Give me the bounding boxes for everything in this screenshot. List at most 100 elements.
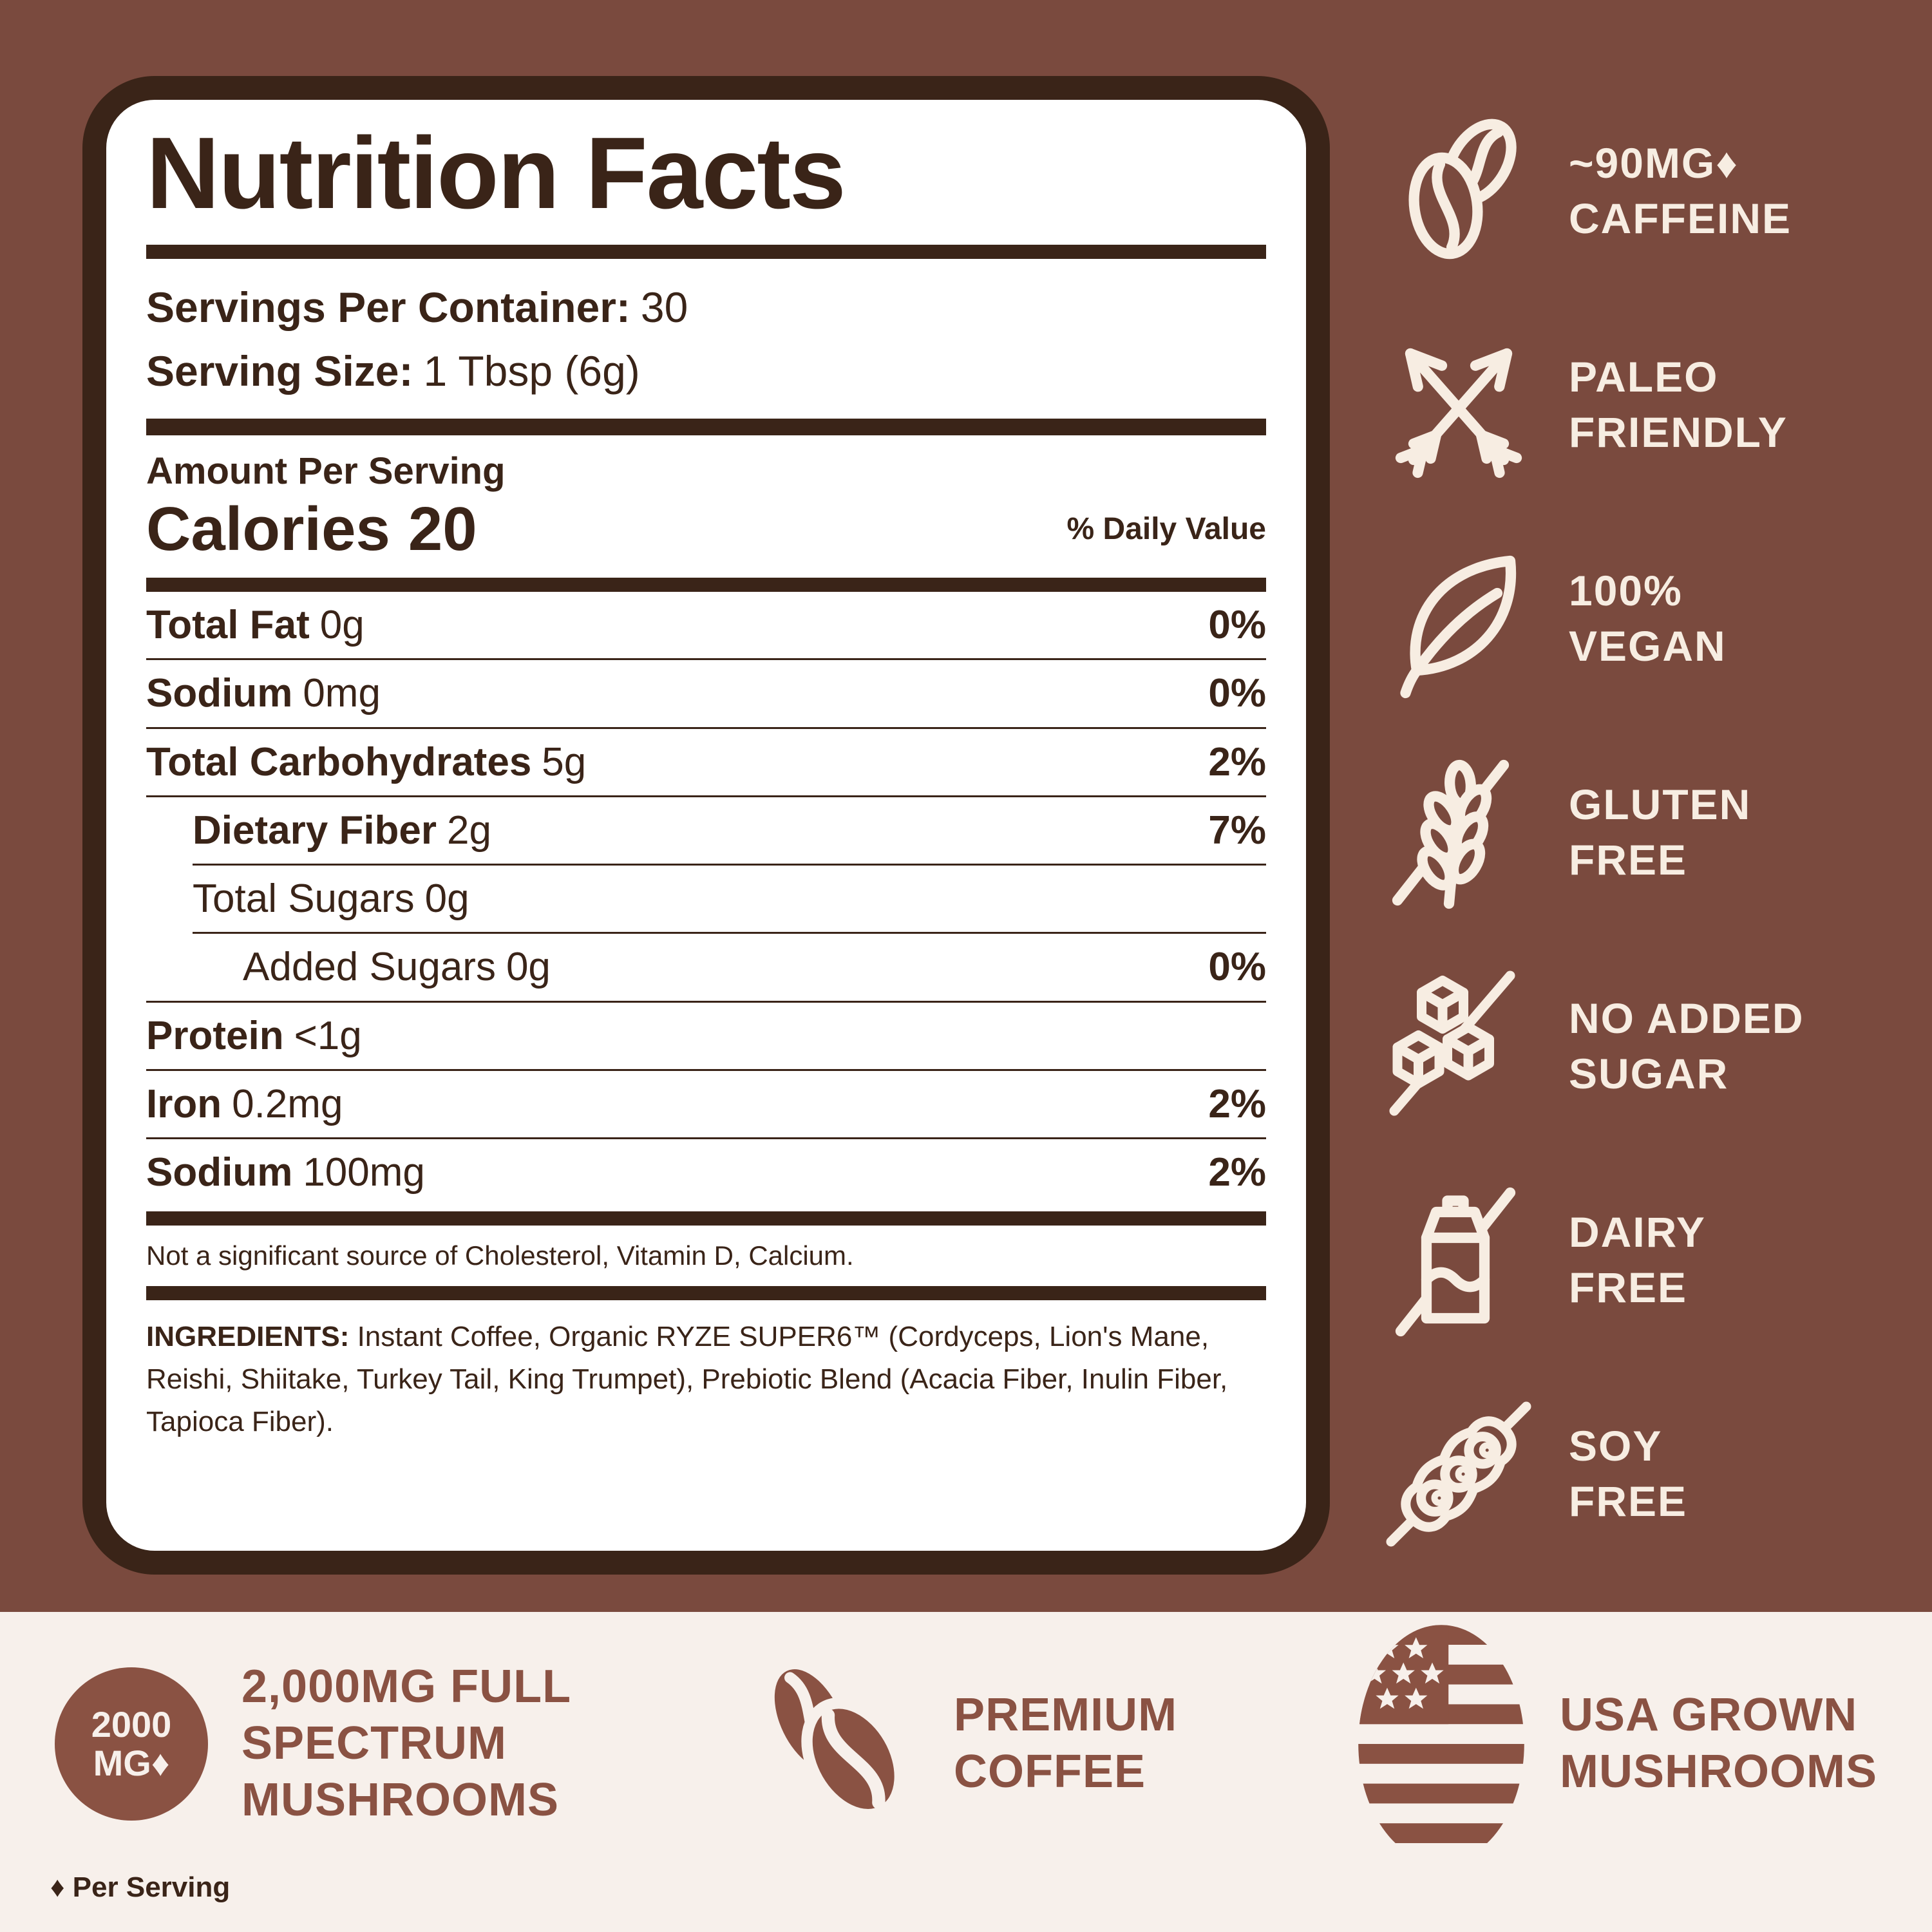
nutrient-row-iron: Iron 0.2mg 2% [146, 1071, 1266, 1140]
benefit-line: NO ADDED [1569, 994, 1804, 1043]
nutrient-row-protein: Protein <1g [146, 1003, 1266, 1072]
nutrient-amount: <1g [294, 1013, 362, 1058]
crossed-arrows-icon [1395, 348, 1522, 478]
badge-line: SPECTRUM [242, 1718, 507, 1770]
milk-carton-slash-icon [1395, 1187, 1516, 1337]
nutrient-amount: 5g [542, 739, 587, 784]
nutrient-row-sodium-2: Sodium 100mg 2% [146, 1139, 1266, 1206]
nutrient-amount: 2g [447, 808, 491, 853]
benefit-soy-free: SOY FREE [1378, 1394, 1932, 1555]
divider-bar [146, 1211, 1266, 1226]
nutrient-name: Sodium [146, 1150, 293, 1195]
calories-row: Calories 20 % Daily Value [146, 494, 1266, 565]
badge-line: USA GROWN [1559, 1689, 1858, 1741]
benefit-line: SUGAR [1569, 1050, 1729, 1097]
benefit-line: ~90MG♦ [1569, 139, 1739, 187]
usa-flag-icon [1358, 1625, 1524, 1863]
coffee-beans-icon [1408, 118, 1517, 260]
nutrient-daily-value: 0% [1208, 945, 1266, 990]
ingredients-paragraph: INGREDIENTS: Instant Coffee, Organic RYZ… [146, 1316, 1266, 1443]
nutrient-daily-value: 2% [1208, 1150, 1266, 1195]
leaf-icon [1400, 555, 1517, 699]
per-serving-footnote: ♦ Per Serving [50, 1871, 231, 1903]
badge-line: 2,000MG FULL [242, 1661, 572, 1713]
badge-line: COFFEE [954, 1746, 1146, 1797]
divider-bar [146, 577, 1266, 592]
serving-size-value: 1 Tbsp (6g) [423, 346, 640, 395]
nutrient-name: Dietary Fiber [193, 808, 437, 853]
servings-per-container-value: 30 [640, 283, 688, 331]
nutrient-daily-value: 2% [1208, 1082, 1266, 1127]
ingredients-text: Instant Coffee, Organic RYZE SUPER6™ (Co… [146, 1321, 1228, 1438]
benefit-paleo: PALEO FRIENDLY [1378, 325, 1932, 486]
nutrient-amount: 0.2mg [232, 1082, 343, 1127]
nutrient-name: Sodium [146, 671, 293, 716]
circle-badge-top: 2000 [91, 1703, 172, 1745]
not-significant-note: Not a significant source of Cholesterol,… [146, 1240, 854, 1271]
serving-size-line: Serving Size: 1 Tbsp (6g) [146, 339, 1266, 403]
nutrition-facts-title: Nutrition Facts [146, 117, 846, 230]
nutrient-daily-value: 0% [1208, 671, 1266, 716]
benefit-line: FRIENDLY [1569, 408, 1788, 456]
nutrient-name: Total Fat [146, 602, 310, 647]
servings-per-container-label: Servings Per Container: [146, 283, 630, 331]
nutrient-daily-value: 0% [1208, 602, 1266, 647]
benefits-column: ~90MG♦ CAFFEINE PALEO FRIENDLY [1378, 111, 1932, 1555]
sugar-cubes-slash-icon [1389, 971, 1515, 1116]
daily-value-header: % Daily Value [1066, 512, 1267, 547]
premium-coffee-badge: PREMIUM COFFEE [745, 1651, 1177, 1837]
nutrient-amount: 0g [506, 945, 551, 990]
soybean-pod-slash-icon [1386, 1401, 1531, 1547]
nutrient-amount: 0mg [303, 671, 381, 716]
benefit-line: FREE [1569, 836, 1688, 884]
nutrient-name: Total Sugars [193, 876, 415, 922]
divider-bar [146, 244, 1266, 259]
benefit-vegan: 100% VEGAN [1378, 538, 1932, 699]
benefit-line: CAFFEINE [1569, 194, 1792, 242]
benefit-line: SOY [1569, 1422, 1663, 1470]
divider-bar [146, 418, 1266, 435]
serving-size-label: Serving Size: [146, 346, 413, 395]
badge-line: PREMIUM [954, 1689, 1178, 1741]
wheat-slash-icon [1392, 759, 1510, 909]
nutrient-daily-value: 2% [1208, 739, 1266, 784]
usa-grown-badge: USA GROWN MUSHROOMS [1351, 1618, 1877, 1870]
benefit-line: GLUTEN [1569, 781, 1752, 829]
bottom-badges-row: 2000 MG♦ 2,000MG FULL SPECTRUM MUSHROOMS [0, 1612, 1932, 1870]
nutrient-name: Added Sugars [243, 945, 496, 990]
nutrient-row-total-fat: Total Fat 0g 0% [146, 592, 1266, 661]
calories-label: Calories [146, 494, 390, 564]
calories: Calories 20 [146, 494, 477, 565]
badge-line: MUSHROOMS [1559, 1746, 1877, 1797]
benefit-no-added-sugar: NO ADDED SUGAR [1378, 966, 1932, 1127]
benefit-line: FREE [1569, 1264, 1688, 1311]
nutrient-name: Total Carbohydrates [146, 739, 532, 784]
nutrient-row-sodium: Sodium 0mg 0% [146, 660, 1266, 729]
nutrient-row-dietary-fiber: Dietary Fiber 2g 7% [193, 797, 1266, 866]
circle-badge-bottom: MG♦ [93, 1742, 170, 1783]
amount-per-serving-label: Amount Per Serving [146, 450, 506, 492]
nutrient-row-added-sugars: Added Sugars 0g 0% [146, 934, 1266, 1003]
nutrient-amount: 100mg [303, 1150, 425, 1195]
ingredients-label: INGREDIENTS: [146, 1321, 350, 1353]
divider-bar [146, 1286, 1266, 1301]
coffee-beans-filled-icon [774, 1669, 906, 1821]
benefit-line: DAIRY [1569, 1208, 1706, 1256]
2000mg-circle-badge: 2000 MG♦ [55, 1667, 208, 1821]
badge-line: MUSHROOMS [242, 1774, 559, 1826]
benefit-line: 100% [1569, 567, 1683, 615]
benefit-gluten-free: GLUTEN FREE [1378, 752, 1932, 913]
servings-per-container-line: Servings Per Container: 30 [146, 276, 1266, 339]
nutrient-name: Protein [146, 1013, 284, 1058]
benefit-line: VEGAN [1569, 622, 1727, 670]
mushroom-amount-badge: 2000 MG♦ 2,000MG FULL SPECTRUM MUSHROOMS [55, 1659, 571, 1828]
calories-value: 20 [408, 494, 477, 564]
benefit-caffeine: ~90MG♦ CAFFEINE [1378, 111, 1932, 272]
nutrient-name: Iron [146, 1082, 222, 1127]
bottom-band: 2000 MG♦ 2,000MG FULL SPECTRUM MUSHROOMS [0, 1612, 1932, 1932]
benefit-dairy-free: DAIRY FREE [1378, 1180, 1932, 1341]
nutrient-amount: 0g [424, 876, 469, 922]
nutrient-amount: 0g [319, 602, 365, 647]
nutrient-row-total-sugars: Total Sugars 0g [193, 866, 1266, 934]
